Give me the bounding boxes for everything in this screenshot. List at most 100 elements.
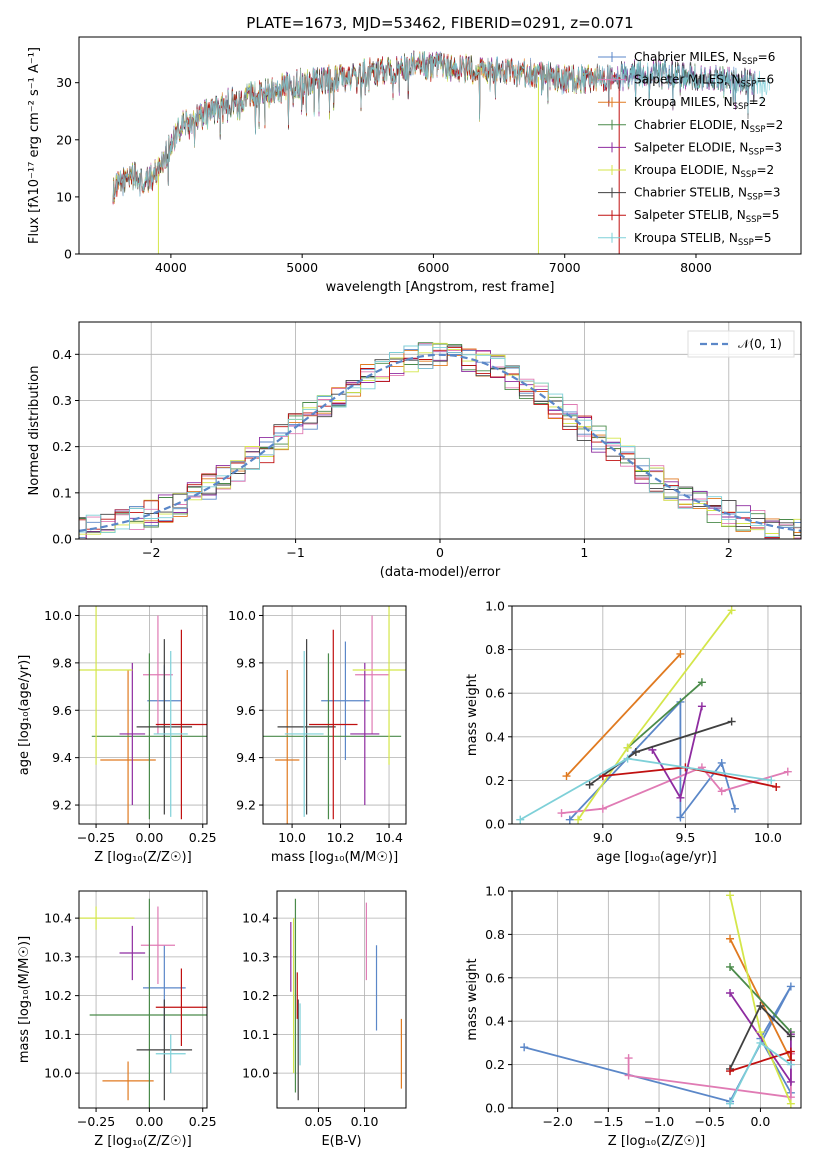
- weight-marker: [756, 1038, 765, 1047]
- y-tick-label: 9.8: [52, 655, 72, 670]
- axes-frame: [78, 605, 208, 825]
- figure-title: PLATE=1673, MJD=53462, FIBERID=0291, z=0…: [246, 14, 633, 32]
- weight-marker: [676, 793, 685, 802]
- histogram: [79, 345, 801, 537]
- weight-marker: [726, 988, 735, 997]
- weight-marker: [756, 1028, 765, 1037]
- weight-lines: [516, 606, 792, 824]
- legend-label: Chabrier MILES, NSSP=6: [634, 50, 775, 67]
- x-tick-label: 0.25: [189, 830, 217, 845]
- y-axis-label: age [log₁₀(age/yr)]: [17, 655, 32, 776]
- x-tick-label: −2.0: [542, 1114, 572, 1129]
- errorbar-point: [275, 669, 300, 824]
- y-tick-label: 10.4: [242, 911, 270, 926]
- x-tick-label: 8000: [680, 260, 712, 275]
- x-tick-label: 10.2: [327, 830, 355, 845]
- histogram: [79, 348, 801, 539]
- weight-marker: [585, 780, 594, 789]
- errorbar-point: [119, 662, 146, 806]
- x-axis-label: wavelength [Angstrom, rest frame]: [326, 280, 555, 295]
- y-tick-label: 10.2: [242, 988, 270, 1003]
- y-tick-label: 9.4: [52, 750, 72, 765]
- weight-line: [519, 757, 772, 821]
- weight-marker: [557, 809, 566, 818]
- y-tick-label: 30: [56, 75, 72, 90]
- x-axis-label: mass [log₁₀(M/M☉)]: [271, 850, 398, 865]
- weight-marker: [676, 649, 685, 658]
- weight-marker: [631, 748, 640, 757]
- panel-residuals: −2 −1 0 1 2 0.0 0.1 0.2 0.3 0.4 (data-model)/error…: [27, 321, 802, 580]
- y-tick-label: 9.6: [52, 703, 72, 718]
- errorbar-point: [119, 925, 146, 981]
- errorbars: [79, 606, 207, 824]
- y-tick-label: 10.4: [44, 911, 72, 926]
- legend-label: Kroupa MILES, NSSP=2: [634, 95, 766, 112]
- weight-marker: [726, 962, 735, 971]
- legend-label: 𝒩(0, 1): [738, 337, 782, 351]
- errorbar-point: [352, 606, 406, 765]
- histograms: [79, 342, 801, 539]
- legend-label: Salpeter ELODIE, NSSP=3: [634, 140, 782, 157]
- y-tick-label: 10.3: [242, 949, 270, 964]
- legend-label: Kroupa STELIB, NSSP=5: [634, 231, 772, 248]
- errorbar-point: [155, 629, 207, 820]
- errorbar-point: [143, 615, 173, 734]
- x-tick-label: 10.0: [754, 830, 782, 845]
- errorbar-point: [79, 606, 133, 765]
- weight-marker: [786, 1077, 795, 1086]
- x-tick-label: 5000: [286, 260, 318, 275]
- x-tick-label: 0: [436, 545, 444, 560]
- y-tick-label: 0.8: [485, 642, 505, 657]
- y-tick-label: 0.3: [52, 393, 72, 408]
- y-tick-label: 0.4: [52, 347, 72, 362]
- errorbar-point: [155, 1034, 186, 1074]
- x-tick-label: 2: [725, 545, 733, 560]
- x-tick-label: 0.00: [135, 1114, 163, 1129]
- weight-line: [523, 986, 792, 1103]
- y-tick-label: 1.0: [485, 884, 505, 899]
- y-tick-label: 10: [56, 189, 72, 204]
- weight-marker: [598, 804, 607, 813]
- y-tick-label: 9.2: [52, 798, 72, 813]
- errorbar-point: [155, 968, 207, 1046]
- weight-marker: [676, 813, 685, 822]
- errorbar-point: [100, 669, 156, 824]
- weight-line: [569, 699, 736, 821]
- weight-marker: [574, 815, 583, 824]
- x-tick-label: 0.10: [351, 1114, 379, 1129]
- y-axis-label: Normed distribution: [27, 366, 42, 496]
- errorbar-point: [350, 662, 380, 806]
- weight-marker: [726, 1099, 735, 1108]
- weight-marker: [786, 1099, 795, 1108]
- panel-age_vs_mass: 10.0 10.2 10.4 9.2 9.4 9.6 9.8 10.0 mass [log₁₀(…: [228, 605, 407, 865]
- y-tick-label: 0.1: [52, 485, 72, 500]
- gaussian-curve: [79, 353, 801, 532]
- weight-marker: [717, 758, 726, 767]
- weight-line: [561, 766, 789, 814]
- legend-label: Kroupa ELODIE, NSSP=2: [634, 163, 774, 180]
- x-axis-label: Z [log₁₀(Z/Z☉)]: [608, 1134, 705, 1149]
- weight-marker: [520, 1043, 529, 1052]
- legend-label: Salpeter STELIB, NSSP=5: [634, 208, 779, 225]
- y-tick-label: 0.2: [52, 439, 72, 454]
- x-tick-label: −0.5: [695, 1114, 725, 1129]
- y-tick-label: 10.0: [242, 1066, 270, 1081]
- x-tick-label: 0.0: [750, 1114, 770, 1129]
- x-tick-label: −2: [142, 545, 160, 560]
- y-axis-label: Flux [fλ10⁻¹⁷ erg cm⁻² s⁻¹ A⁻¹]: [27, 47, 42, 244]
- errorbar-point: [153, 651, 188, 817]
- legend-label: Salpeter MILES, NSSP=6: [634, 73, 774, 90]
- weight-marker: [772, 782, 781, 791]
- weight-marker: [727, 606, 736, 615]
- x-tick-label: 1: [580, 545, 588, 560]
- weight-line: [729, 966, 792, 1033]
- errorbars: [79, 898, 207, 1108]
- weight-marker: [756, 1002, 765, 1011]
- y-tick-label: 0.0: [485, 1101, 505, 1116]
- errorbar-point: [89, 898, 207, 1108]
- weight-marker: [516, 815, 525, 824]
- weight-marker: [624, 1054, 633, 1063]
- weight-marker: [623, 743, 632, 752]
- x-tick-label: −1.5: [593, 1114, 623, 1129]
- y-axis-label: mass [log₁₀(M/M☉)]: [17, 936, 32, 1063]
